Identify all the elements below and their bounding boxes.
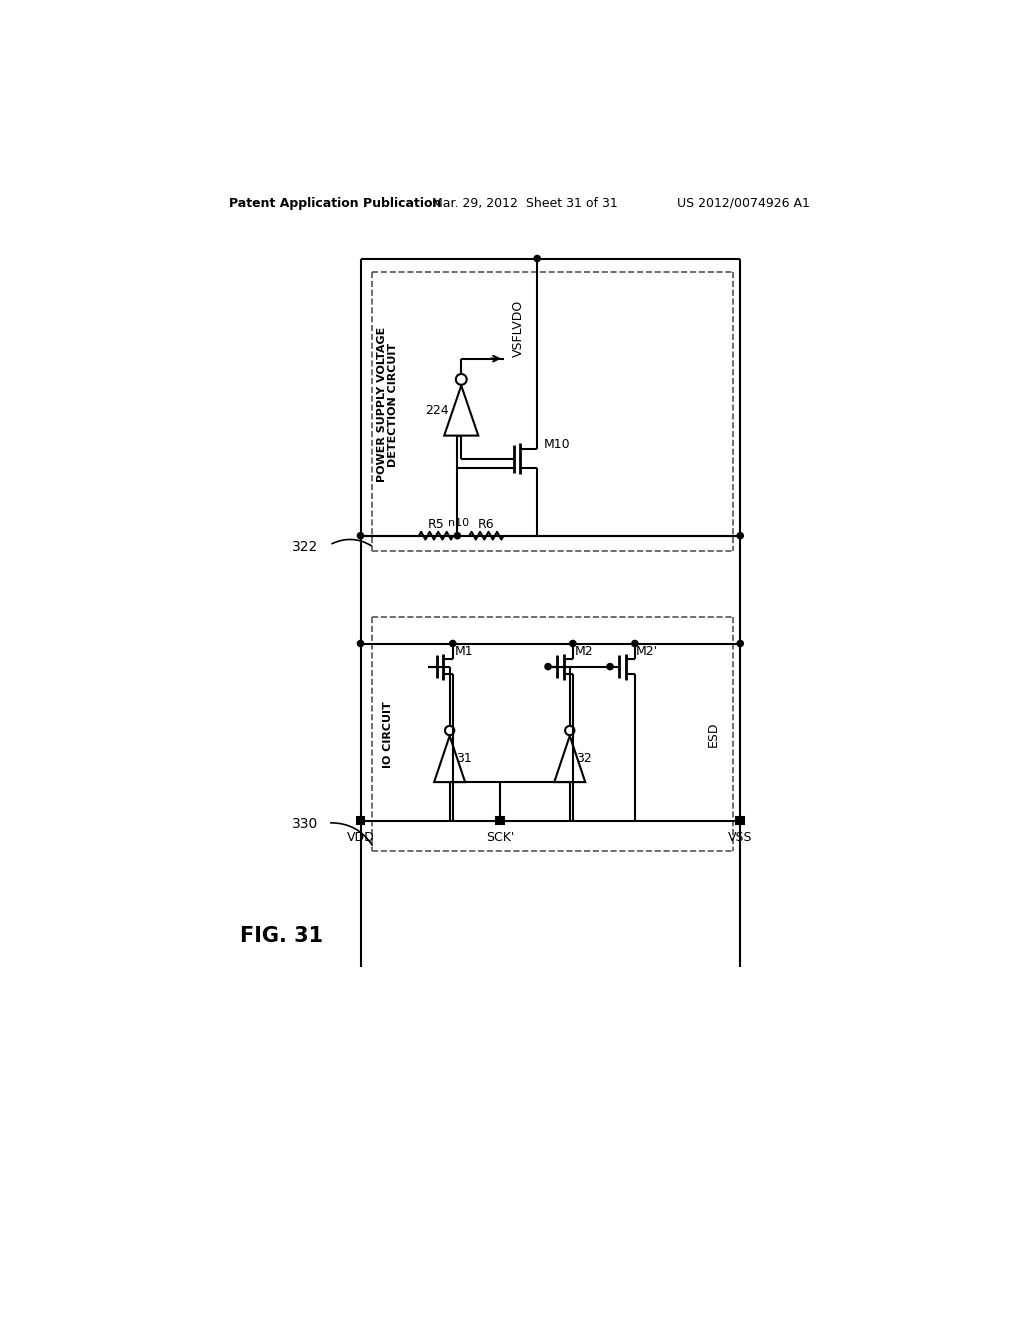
Circle shape xyxy=(357,640,364,647)
Bar xyxy=(736,817,744,825)
Text: VSFLVDO: VSFLVDO xyxy=(512,300,524,358)
Text: M2: M2 xyxy=(574,644,593,657)
Text: M10: M10 xyxy=(544,438,570,451)
Circle shape xyxy=(632,640,638,647)
Text: VSS: VSS xyxy=(728,832,753,843)
Circle shape xyxy=(607,664,613,669)
Text: VDD: VDD xyxy=(347,832,375,843)
Bar xyxy=(356,817,365,825)
Circle shape xyxy=(455,532,461,539)
Text: SCK': SCK' xyxy=(485,832,514,843)
Circle shape xyxy=(450,640,456,647)
Text: US 2012/0074926 A1: US 2012/0074926 A1 xyxy=(677,197,810,210)
Circle shape xyxy=(569,640,575,647)
Circle shape xyxy=(497,817,503,824)
Circle shape xyxy=(357,817,364,824)
Text: POWER SUPPLY VOLTAGE
DETECTION CIRCUIT: POWER SUPPLY VOLTAGE DETECTION CIRCUIT xyxy=(377,327,398,482)
Text: M2': M2' xyxy=(636,644,658,657)
Text: FIG. 31: FIG. 31 xyxy=(241,927,324,946)
Text: R6: R6 xyxy=(478,519,495,532)
Circle shape xyxy=(545,664,551,669)
Text: 224: 224 xyxy=(425,404,449,417)
Circle shape xyxy=(737,640,743,647)
Text: M1: M1 xyxy=(455,644,473,657)
Circle shape xyxy=(535,256,541,261)
Text: Mar. 29, 2012  Sheet 31 of 31: Mar. 29, 2012 Sheet 31 of 31 xyxy=(432,197,617,210)
Text: 32: 32 xyxy=(575,752,592,766)
Text: 330: 330 xyxy=(292,817,317,832)
Text: IO CIRCUIT: IO CIRCUIT xyxy=(383,701,392,768)
Circle shape xyxy=(737,532,743,539)
Circle shape xyxy=(737,817,743,824)
Text: Patent Application Publication: Patent Application Publication xyxy=(228,197,441,210)
Bar xyxy=(496,817,504,825)
Text: R5: R5 xyxy=(428,519,444,532)
Text: ESD: ESD xyxy=(707,722,720,747)
Text: 322: 322 xyxy=(292,540,317,554)
Circle shape xyxy=(357,532,364,539)
Text: n10: n10 xyxy=(449,519,469,528)
Text: 31: 31 xyxy=(456,752,471,766)
